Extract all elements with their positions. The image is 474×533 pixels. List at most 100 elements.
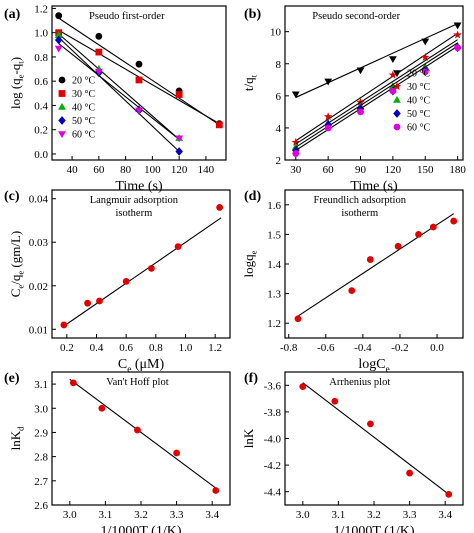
data-point	[176, 91, 183, 98]
x-tick-label: 0.0	[430, 342, 444, 354]
y-tick-label: 0.8	[34, 52, 48, 64]
series-0	[295, 214, 458, 322]
x-tick-label: 40	[67, 164, 79, 176]
legend-label: 60 °C	[407, 123, 430, 134]
data-point	[430, 224, 437, 231]
fit-line	[296, 33, 458, 140]
y-tick-label: 6	[276, 91, 282, 103]
x-tick-label: -0.8	[280, 342, 298, 354]
legend-label: 50 °C	[407, 109, 430, 120]
x-tick-label: 180	[449, 164, 466, 176]
x-tick-label: 3.3	[170, 509, 184, 521]
data-point	[331, 398, 338, 405]
legend-label: 60 °C	[72, 130, 95, 141]
legend-marker	[393, 96, 401, 103]
data-point	[450, 218, 457, 225]
x-tick-label: 90	[355, 164, 367, 176]
legend-label: 20 °C	[407, 69, 430, 80]
y-tick-label: 0.03	[29, 237, 49, 249]
data-point	[325, 125, 332, 132]
data-point	[389, 56, 397, 63]
data-point	[395, 243, 402, 250]
legend-label: 20 °C	[72, 76, 95, 87]
x-tick-label: -0.4	[354, 342, 372, 354]
x-tick-label: 3.2	[134, 509, 148, 521]
data-point	[415, 231, 422, 238]
y-tick-label: 0.2	[34, 125, 48, 137]
data-point	[212, 487, 219, 494]
fit-line	[70, 379, 216, 488]
legend-label: 40 °C	[407, 96, 430, 107]
y-axis-label: lnKd	[8, 426, 26, 451]
fit-line	[296, 46, 458, 150]
x-tick-label: 1.0	[179, 342, 193, 354]
data-point	[136, 61, 143, 68]
chart-title-line: Langmuir adsorption	[90, 195, 179, 206]
data-point	[367, 256, 374, 263]
x-tick-label: 0.4	[90, 342, 104, 354]
chart-panel-b: (b) Pseudo second-order 30 60 90 120 150 180 2 4 6…	[241, 6, 466, 194]
data-point	[84, 300, 91, 307]
series-0	[70, 379, 219, 494]
chart-title: Pseudo first-order	[89, 11, 165, 22]
data-point	[173, 450, 180, 457]
y-tick-label: -4.0	[264, 434, 282, 446]
legend-marker	[58, 131, 66, 138]
data-point	[95, 49, 102, 56]
y-tick-label: 10	[270, 27, 282, 39]
data-point	[134, 427, 141, 434]
x-tick-label: 3.1	[332, 509, 346, 521]
chart-title: Van't Hoff plot	[106, 377, 168, 388]
x-tick-label: 60	[323, 164, 335, 176]
data-point	[148, 265, 155, 272]
x-tick-label: 30	[290, 164, 302, 176]
data-point	[292, 150, 299, 157]
data-point	[367, 420, 374, 427]
data-point	[445, 491, 452, 498]
x-tick-label: -0.6	[317, 342, 335, 354]
legend-marker	[58, 116, 65, 125]
x-tick-label: 120	[385, 164, 402, 176]
y-tick-label: -4.4	[264, 487, 282, 499]
data-point	[55, 12, 62, 19]
chart-title-line: isotherm	[116, 208, 153, 219]
y-tick-label: 2.6	[34, 500, 48, 512]
x-tick-label: 140	[198, 164, 215, 176]
panel-label: (d)	[244, 189, 261, 204]
y-tick-label: 1.2	[34, 3, 48, 15]
x-axis-label: Ce (μM)	[118, 357, 165, 374]
chart-title-line: isotherm	[341, 208, 378, 219]
data-point	[348, 287, 355, 294]
legend-label: 40 °C	[72, 103, 95, 114]
fit-line	[62, 218, 221, 327]
x-axis-label: logCe	[358, 357, 389, 374]
x-tick-label: 3.4	[205, 509, 219, 521]
x-tick-label: 3.4	[438, 509, 452, 521]
data-point	[299, 383, 306, 390]
data-point	[357, 108, 364, 115]
x-axis-label: 1/1000T (1/K)	[333, 524, 414, 533]
fit-line	[296, 214, 454, 318]
y-tick-label: 2.9	[34, 427, 48, 439]
series-0	[60, 204, 223, 328]
chart-title: Arrhenius plot	[329, 377, 390, 388]
data-point	[96, 298, 103, 305]
y-tick-label: 4	[276, 123, 282, 135]
legend-marker	[394, 124, 401, 131]
y-tick-label: 0.04	[29, 194, 49, 206]
x-axis-label: 1/1000T (1/K)	[100, 524, 181, 533]
x-axis-label: Time (s)	[350, 179, 398, 194]
y-tick-label: 0.02	[29, 281, 48, 293]
y-axis-label: log (qe-qt)	[8, 57, 26, 109]
x-tick-label: 3.2	[367, 509, 381, 521]
x-tick-label: 1.2	[208, 342, 222, 354]
legend-label: 30 °C	[72, 89, 95, 100]
series-60C	[292, 44, 461, 157]
x-tick-label: 80	[120, 164, 132, 176]
data-point	[216, 204, 223, 211]
panel-label: (c)	[4, 189, 20, 204]
y-tick-label: 1.0	[34, 28, 48, 40]
y-tick-label: 2	[276, 155, 282, 167]
x-tick-label: 0.8	[149, 342, 163, 354]
